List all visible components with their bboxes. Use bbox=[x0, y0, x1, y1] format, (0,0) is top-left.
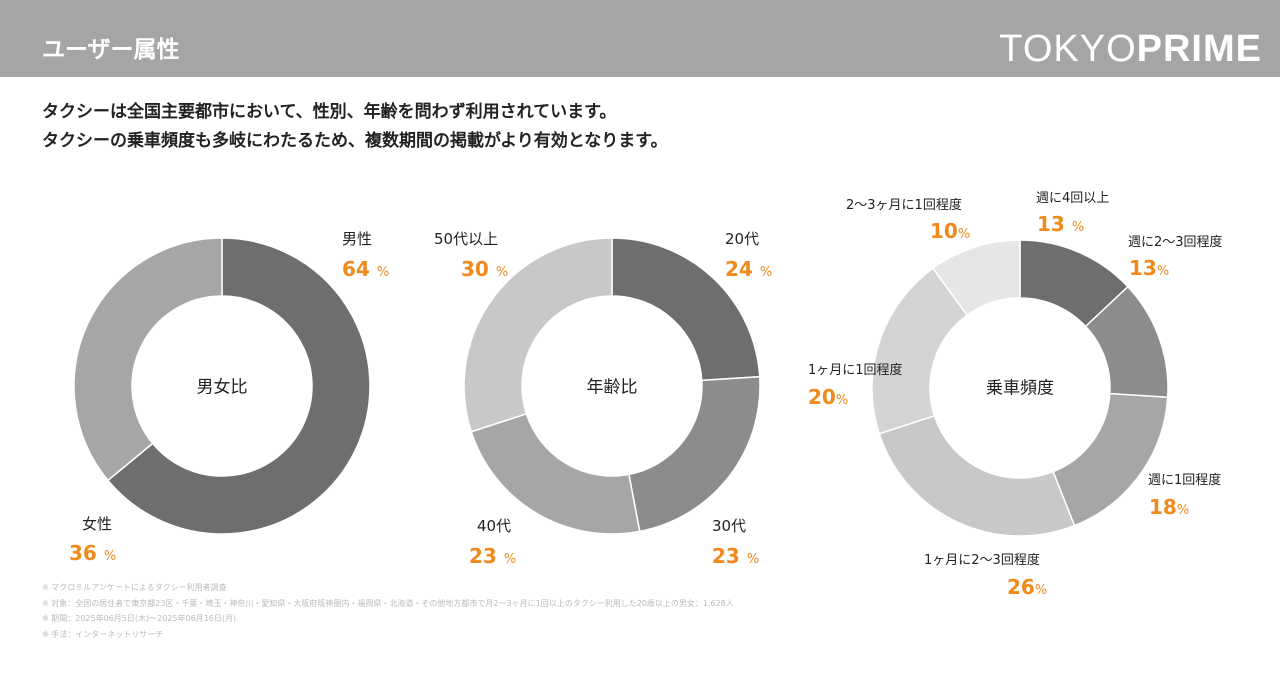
footnotes: ※ マクロミルアンケートによるタクシー利用者調査 ※ 対象：全国の居住者で東京都… bbox=[42, 580, 734, 642]
legend-label: 40代 bbox=[477, 517, 512, 535]
header-bar: ユーザー属性 TOKYOPRIME bbox=[0, 0, 1280, 77]
lead-line-2: タクシーの乗車頻度も多岐にわたるため、複数期間の掲載がより有効となります。 bbox=[42, 131, 668, 151]
footnote: ※ マクロミルアンケートによるタクシー利用者調査 bbox=[42, 583, 227, 592]
legend-label: 女性 bbox=[82, 515, 113, 533]
data-label: 10% bbox=[930, 219, 971, 243]
legend-label: 2〜3ヶ月に1回程度 bbox=[846, 198, 962, 213]
lead-line-1: タクシーは全国主要都市において、性別、年齢を問わず利用されています。 bbox=[42, 102, 617, 122]
data-label: 23 % bbox=[469, 544, 517, 568]
data-label: 36 % bbox=[69, 541, 117, 565]
legend-label: 50代以上 bbox=[434, 230, 499, 248]
data-label: 64 % bbox=[342, 257, 390, 281]
donut-slice bbox=[106, 237, 371, 535]
data-label: 30 % bbox=[461, 257, 509, 281]
legend-label: 1ヶ月に2〜3回程度 bbox=[924, 553, 1040, 568]
footnote: ※ 手法：インターネットリサーチ bbox=[42, 629, 164, 639]
chart-center-frequency: 乗車頻度 bbox=[986, 378, 1054, 399]
chart-center-gender: 男女比 bbox=[196, 377, 248, 398]
donut-slice bbox=[931, 239, 1021, 317]
brand-logo: TOKYOPRIME bbox=[999, 28, 1262, 70]
data-label: 24 % bbox=[725, 257, 773, 281]
donut-slice bbox=[470, 412, 641, 535]
legend-label: 週に4回以上 bbox=[1036, 191, 1110, 206]
data-label: 18% bbox=[1149, 495, 1190, 519]
legend-label: 週に2〜3回程度 bbox=[1128, 235, 1223, 250]
chart-center-age: 年齢比 bbox=[586, 377, 638, 398]
legend-label: 1ヶ月に1回程度 bbox=[808, 363, 903, 378]
page-title: ユーザー属性 bbox=[42, 37, 180, 63]
data-label: 26% bbox=[1007, 575, 1048, 599]
donut-slice bbox=[611, 237, 761, 382]
donut-slice bbox=[627, 375, 761, 533]
lead-text: タクシーは全国主要都市において、性別、年齢を問わず利用されています。 タクシーの… bbox=[42, 98, 668, 156]
data-label: 23 % bbox=[712, 544, 760, 568]
donut-slice bbox=[73, 237, 223, 482]
legend-label: 週に1回程度 bbox=[1148, 473, 1222, 488]
footnote: ※ 期間：2025年06月5日(木)〜2025年06月16日(月) bbox=[42, 614, 237, 623]
footnote: ※ 対象：全国の居住者で東京都23区・千葉・埼玉・神奈川・愛知県・大阪府阪神圏内… bbox=[42, 598, 734, 608]
data-label: 13 % bbox=[1037, 212, 1085, 236]
legend-label: 男性 bbox=[342, 230, 373, 248]
legend-label: 30代 bbox=[712, 517, 747, 535]
data-label: 13% bbox=[1129, 256, 1170, 280]
data-label: 20% bbox=[808, 385, 849, 409]
donut-slice bbox=[463, 237, 613, 433]
donut-slice bbox=[878, 414, 1076, 537]
legend-label: 20代 bbox=[725, 230, 760, 248]
